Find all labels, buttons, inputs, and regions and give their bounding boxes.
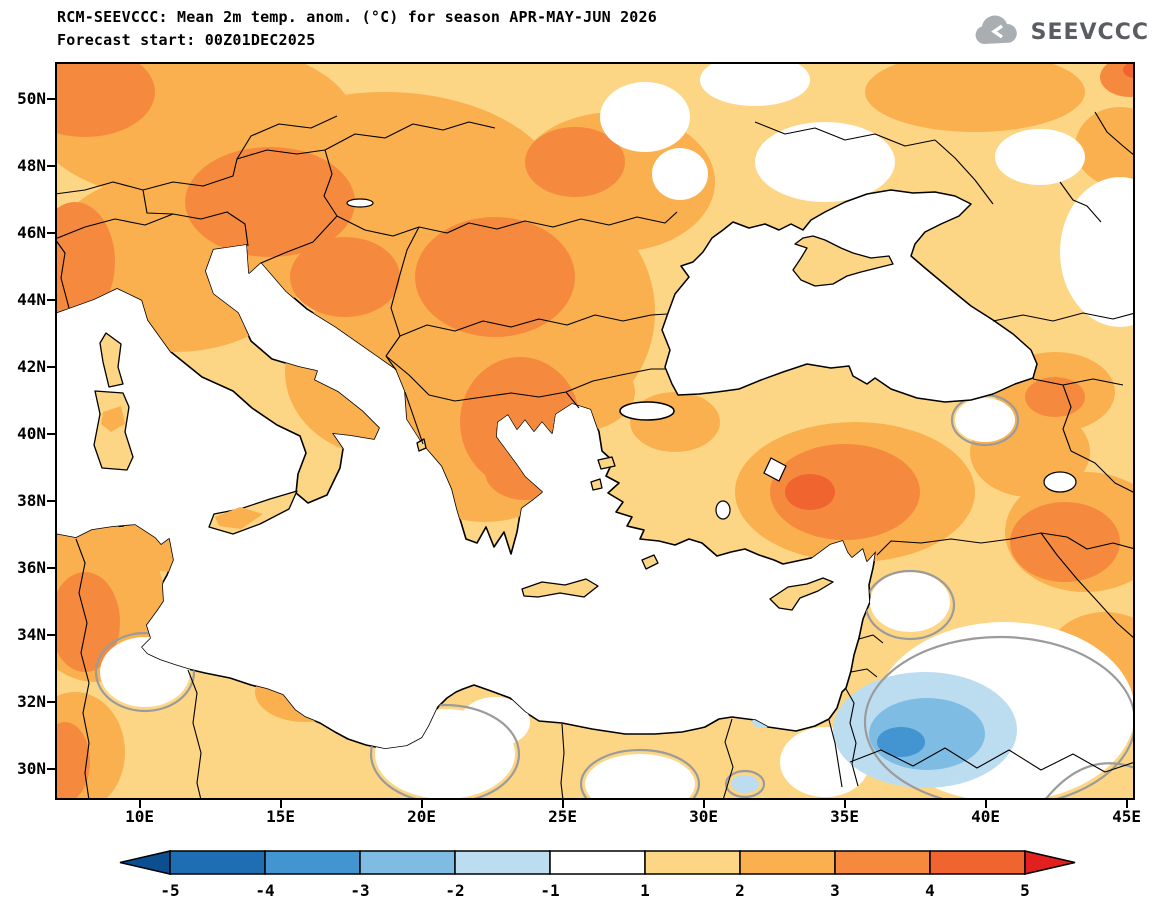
lat-tick-label: 42N: [17, 356, 46, 376]
sea-of-marmara: [619, 401, 675, 421]
lake-beysehir: [715, 500, 731, 520]
lat-tick-label: 40N: [17, 423, 46, 443]
colorbar-segment: [739, 850, 836, 875]
lon-tick-mark: [561, 800, 564, 808]
sicily-anomaly-patch: [215, 507, 263, 529]
lake-van: [1043, 471, 1077, 493]
colorbar-tick-label: 1: [640, 881, 650, 900]
logo-text: SEEVCCC: [1030, 19, 1149, 45]
lat-tick-mark: [47, 499, 55, 502]
colorbar: -5 -4 -3 -2 -1 1 2 3 4 5: [119, 850, 1076, 900]
colorbar-segment: [454, 850, 551, 875]
colorbar-segment: [549, 850, 646, 875]
colorbar-tick-label: -3: [350, 881, 369, 900]
lon-tick-mark: [984, 800, 987, 808]
colorbar-tick-label: 2: [735, 881, 745, 900]
lat-tick-label: 32N: [17, 691, 46, 711]
lon-tick-label: 25E: [548, 807, 578, 826]
lat-tick-mark: [47, 432, 55, 435]
colorbar-tick-label: -2: [445, 881, 464, 900]
colorbar-below-arrow: [119, 850, 171, 875]
colorbar-tick-label: 4: [925, 881, 935, 900]
colorbar-segment: [644, 850, 741, 875]
crimea-peninsula: [792, 235, 894, 287]
lat-tick-mark: [47, 566, 55, 569]
lat-tick-mark: [47, 97, 55, 100]
lon-tick-label: 40E: [971, 807, 1001, 826]
lon-tick-label: 35E: [830, 807, 860, 826]
lon-tick-label: 45E: [1112, 807, 1142, 826]
lat-tick-mark: [47, 633, 55, 636]
lake-tuz: [763, 457, 787, 482]
seevccc-logo: SEEVCCC: [972, 14, 1149, 50]
colorbar-above-arrow: [1024, 850, 1076, 875]
colorbar-segment: [169, 850, 266, 875]
map-title: RCM-SEEVCCC: Mean 2m temp. anom. (°C) fo…: [57, 8, 657, 26]
lon-tick-label: 15E: [266, 807, 296, 826]
colorbar-tick-label: -4: [255, 881, 274, 900]
sardinia-anomaly-patch: [101, 406, 125, 432]
lon-tick-mark: [420, 800, 423, 808]
colorbar-segment: [834, 850, 931, 875]
colorbar-segment: [359, 850, 456, 875]
lake-balaton: [346, 198, 374, 208]
colorbar-tick-label: 5: [1020, 881, 1030, 900]
lat-tick-mark: [47, 700, 55, 703]
lat-tick-label: 48N: [17, 155, 46, 175]
island-lesbos: [597, 456, 616, 470]
colorbar-tick-label: -5: [160, 881, 179, 900]
island-cyprus: [769, 577, 834, 611]
lat-tick-label: 36N: [17, 557, 46, 577]
colorbar-tick-label: -1: [540, 881, 559, 900]
lon-tick-mark: [279, 800, 282, 808]
lon-tick-mark: [138, 800, 141, 808]
map-plot: [55, 62, 1135, 800]
lon-tick-mark: [702, 800, 705, 808]
lat-tick-mark: [47, 298, 55, 301]
lon-tick-label: 20E: [407, 807, 437, 826]
lat-tick-mark: [47, 767, 55, 770]
lat-tick-label: 30N: [17, 758, 46, 778]
lat-tick-label: 38N: [17, 490, 46, 510]
country-borders: [55, 111, 1135, 800]
island-corsica: [99, 332, 124, 388]
lon-tick-mark: [1125, 800, 1128, 808]
black-sea: [661, 189, 1038, 403]
lon-tick-mark: [843, 800, 846, 808]
forecast-start-label: Forecast start: 00Z01DEC2025: [57, 31, 316, 49]
colorbar-tick-label: 3: [830, 881, 840, 900]
island-chios: [590, 478, 603, 491]
lat-tick-mark: [47, 365, 55, 368]
island-rhodes: [641, 554, 659, 570]
cloud-icon: [975, 15, 1017, 44]
lat-tick-label: 46N: [17, 222, 46, 242]
lat-tick-label: 50N: [17, 88, 46, 108]
colorbar-segment: [929, 850, 1026, 875]
lon-tick-label: 10E: [125, 807, 155, 826]
lon-tick-label: 30E: [689, 807, 719, 826]
map-frame: [55, 62, 1135, 800]
colorbar-segment: [264, 850, 361, 875]
lat-tick-label: 34N: [17, 624, 46, 644]
lat-tick-mark: [47, 164, 55, 167]
island-crete: [521, 578, 599, 598]
lat-tick-mark: [47, 231, 55, 234]
lat-tick-label: 44N: [17, 289, 46, 309]
